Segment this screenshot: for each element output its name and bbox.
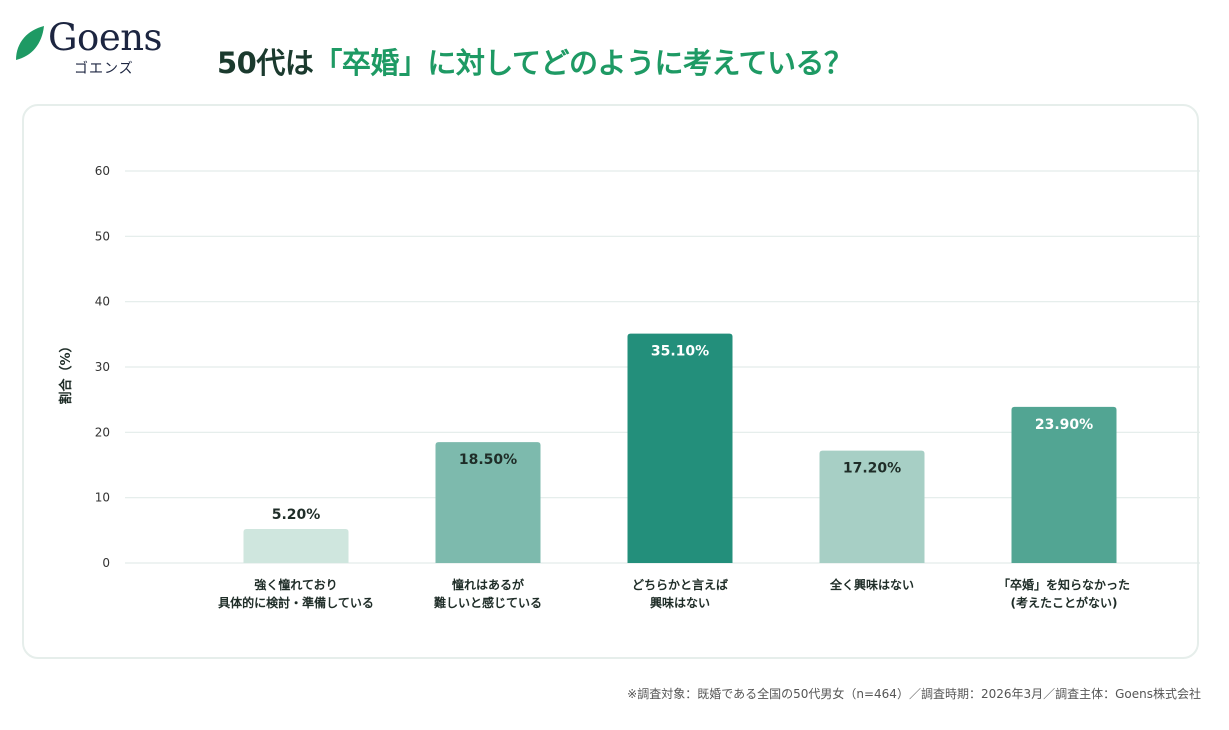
goens-logo: Goens ゴエンズ [14,16,174,78]
x-tick-label: どちらかと言えば [632,577,728,592]
y-tick-label: 10 [95,491,110,505]
x-tick-label: 全く興味はない [829,577,914,592]
data-label: 18.50% [459,452,517,468]
data-label: 23.90% [1035,417,1093,433]
bar [1011,406,1117,563]
y-axis-label: 割合（%） [58,339,74,404]
y-tick-label: 40 [95,295,110,309]
data-label: 35.10% [651,344,709,360]
logo-wordmark: Goens [48,16,163,59]
data-label: 17.20% [843,461,901,477]
x-tick-label: 強く憧れており [254,577,337,592]
x-tick-label: 「卒婚」を知らなかった [998,577,1130,592]
x-tick-label: 興味はない [650,595,710,610]
leaf-icon [16,26,44,60]
title-prefix: 50代は [217,46,314,80]
x-tick-label: 具体的に検討・準備している [218,595,374,610]
bar [819,450,925,563]
bar [627,333,733,563]
logo-kana: ゴエンズ [74,61,134,77]
y-tick-label: 20 [95,425,110,439]
y-tick-label: 30 [95,360,110,374]
y-tick-label: 50 [95,229,110,243]
data-label: 5.20% [272,507,321,523]
x-tick-label: (考えたことがない) [1011,595,1118,610]
chart-card [22,104,1199,659]
y-tick-label: 0 [102,556,110,570]
page-title: 50代は「卒婚」に対してどのように考えている？ [217,40,853,82]
x-tick-label: 難しいと感じている [434,595,542,610]
bar [435,442,541,563]
y-tick-label: 60 [95,164,110,178]
bar [243,529,349,563]
survey-note: ※調査対象：既婚である全国の50代男女（n=464）／調査時期：2026年3月／… [627,687,1201,701]
x-tick-label: 憧れはあるが [452,577,524,592]
title-highlight: 「卒婚」に対してどのように考えている？ [313,46,853,80]
